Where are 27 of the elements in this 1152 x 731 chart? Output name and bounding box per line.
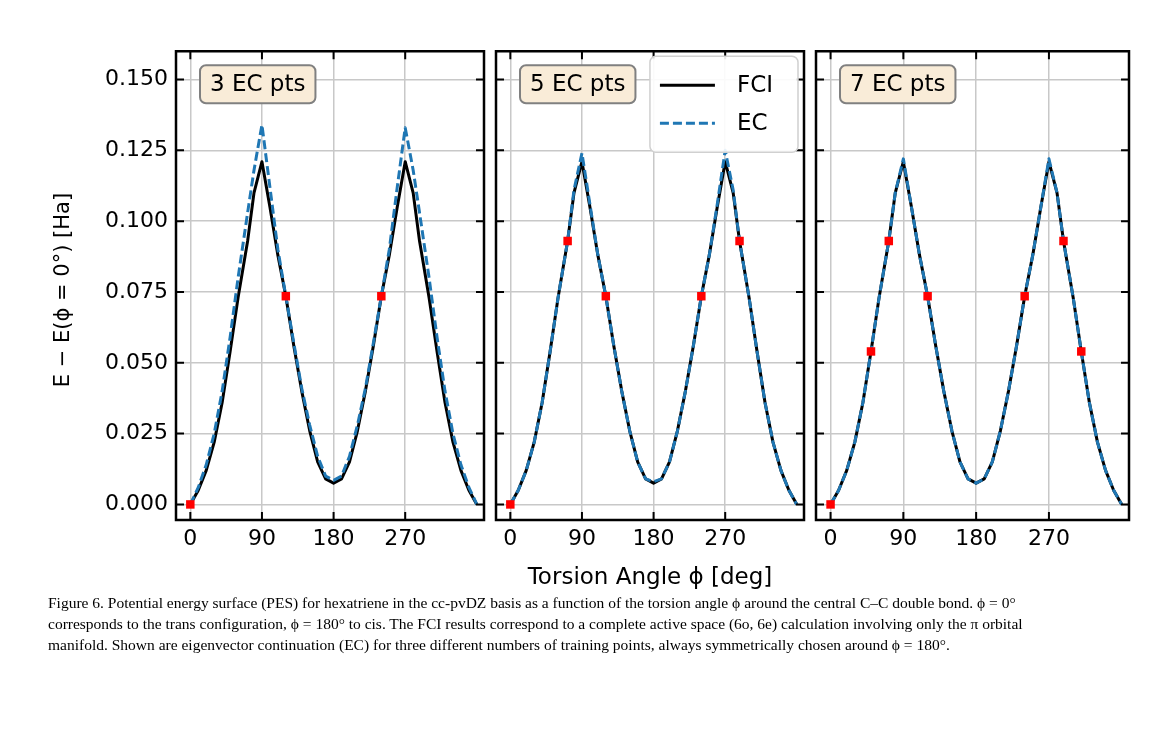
x-tick-label: 270 — [1027, 524, 1070, 550]
x-tick-label: 90 — [889, 524, 918, 550]
legend-label: EC — [736, 109, 768, 136]
y-tick-label: 0.125 — [105, 136, 168, 162]
x-tick-label: 0 — [503, 524, 518, 550]
x-tick-label: 180 — [955, 524, 998, 550]
caption: Figure 6. Potential energy surface (PES) for hexatriene in the cc-pvDZ basis as a function of the torsion angle ϕ around the central C–C double bond. ϕ = 0° corresponds to the trans configuration, ϕ = 180° to cis. The FCI results correspond to a complete active space (6o, 6e) calculation involving only the π orbital manifold. Shown are eigenvector continuation (EC) for three different numbers of training points, always symmetrically chosen around ϕ = 180°. — [48, 593, 1024, 655]
x-tick-label: 180 — [312, 524, 355, 550]
y-tick-label: 0.100 — [105, 206, 168, 232]
text: 3 EC pts — [210, 70, 306, 97]
x-tick-label: 270 — [384, 524, 427, 550]
y-tick-label: 0.150 — [105, 65, 168, 91]
x-tick-label: 0 — [823, 524, 838, 550]
text: 5 EC pts — [530, 70, 626, 97]
y-tick-label: 0.050 — [105, 348, 168, 374]
x-tick-label: 270 — [704, 524, 747, 550]
x-tick-label: 0 — [183, 524, 198, 550]
x-tick-label: 180 — [632, 524, 675, 550]
text: 7 EC pts — [850, 70, 946, 97]
y-tick-label: 0.000 — [105, 490, 168, 516]
y-tick-label: 0.075 — [105, 277, 168, 303]
x-axis-title: Torsion Angle ϕ [deg] — [527, 563, 773, 589]
legend-label: FCI — [736, 71, 774, 98]
y-axis-title: E − E(ϕ = 0°) [Ha] — [50, 192, 74, 388]
x-tick-label: 90 — [567, 524, 596, 550]
y-tick-label: 0.025 — [105, 419, 168, 445]
x-tick-label: 90 — [247, 524, 276, 550]
